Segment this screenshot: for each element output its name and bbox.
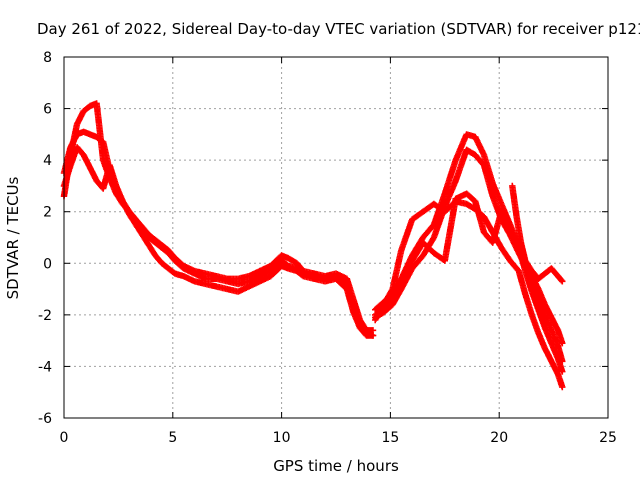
y-tick-label: -4 [38,359,52,375]
y-tick-label: 6 [43,102,52,118]
chart-title: Day 261 of 2022, Sidereal Day-to-day VTE… [37,20,640,38]
axis-ticks: 0 5 10 15 20 25 -6 -4 -2 0 2 4 6 8 [38,50,617,446]
x-tick-label: 15 [381,430,399,446]
data-point [559,340,566,347]
plot-frame [63,56,609,419]
y-axis-label: SDTVAR / TECUs [4,176,22,299]
x-tick-label: 0 [60,430,69,446]
series-track-1 [60,100,377,334]
y-tick-label: -6 [38,411,52,427]
data-point [369,332,377,339]
series-track-3 [60,144,377,339]
y-tick-label: 4 [43,153,52,169]
data-point [559,383,566,391]
y-tick-label: 8 [43,50,52,66]
y-tick-label: -2 [38,308,52,324]
x-tick-label: 25 [599,430,617,446]
y-tick-label: 0 [43,256,52,272]
data-point [558,277,565,284]
data-points [60,100,566,391]
data-point [559,278,566,285]
x-axis-label: GPS time / hours [273,457,399,475]
series-track-8 [509,182,566,285]
series-track-2 [60,128,377,339]
x-tick-label: 10 [273,430,291,446]
data-point [559,368,566,375]
x-tick-label: 20 [490,430,508,446]
y-tick-label: 2 [43,205,52,221]
grid-lines [64,57,608,418]
x-tick-label: 5 [168,430,177,446]
